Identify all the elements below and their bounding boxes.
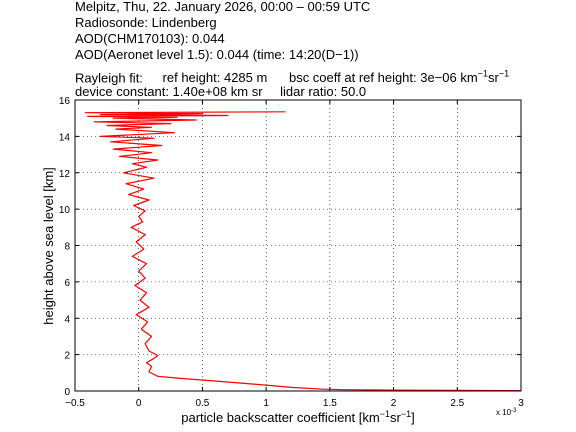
y-tick-label: 14 [59, 132, 71, 143]
x-axis-multiplier: x 10-3 [496, 408, 517, 417]
ref-height: ref height: 4285 m [162, 70, 268, 86]
title-line-2: Radiosonde: Lindenberg [75, 15, 217, 30]
x-tick-label: 2.5 [450, 398, 464, 409]
x-tick-label: 1.5 [323, 398, 337, 409]
bsc-km-exp: −1 [477, 69, 488, 79]
rayleigh-fit-line: Rayleigh fit: ref height: 4285 m bsc coe… [75, 66, 509, 86]
y-axis-label: height above sea level [km] [41, 167, 56, 325]
x-tick-label: 1 [263, 398, 269, 409]
title-line-1: Melpitz, Thu, 22. January 2026, 00:00 – … [75, 0, 371, 14]
x-tick-labels: −0.5 0 0.5 1 1.5 2 2.5 3 [65, 398, 524, 409]
title-line-4: AOD(Aeronet level 1.5): 0.044 (time: 14:… [75, 47, 359, 62]
device-line: device constant: 1.40e+08 km sr lidar ra… [75, 84, 366, 100]
y-tick-label: 4 [64, 314, 70, 325]
x-tick-label: −0.5 [65, 398, 85, 409]
rayleigh-label: Rayleigh fit: [75, 70, 143, 86]
x-tick-label: 3 [518, 398, 524, 409]
x-tick-label: 2 [391, 398, 397, 409]
axis-ticks [74, 99, 522, 392]
lidar-ratio: lidar ratio: 50.0 [280, 84, 367, 99]
y-tick-label: 16 [59, 96, 71, 107]
y-tick-label: 12 [59, 169, 71, 180]
x-axis-label: particle backscatter coefficient [km−1sr… [181, 409, 414, 425]
y-tick-label: 6 [64, 278, 70, 289]
bsc-sr-exp: −1 [498, 69, 510, 79]
backscatter-profile-line [84, 111, 522, 392]
title-line-3: AOD(CHM170103): 0.044 [75, 31, 225, 46]
y-tick-label: 10 [59, 205, 71, 216]
x-tick-label: 0.5 [195, 398, 209, 409]
y-tick-label: 0 [64, 387, 70, 398]
device-constant: device constant: 1.40e+08 km sr [75, 84, 263, 99]
x-tick-label: 0 [136, 398, 142, 409]
grid [75, 100, 521, 391]
profile-layer [84, 111, 522, 392]
bsc-sr: sr [487, 70, 499, 86]
y-tick-label: 2 [64, 351, 70, 362]
y-tick-label: 8 [64, 242, 70, 253]
y-tick-labels: 0 2 4 6 8 10 12 14 16 [59, 96, 71, 398]
bsc-coeff: bsc coeff at ref height: 3e−06 km−1sr−1 [288, 69, 510, 86]
bsc-coeff-text: bsc coeff at ref height: 3e−06 km [288, 70, 478, 86]
